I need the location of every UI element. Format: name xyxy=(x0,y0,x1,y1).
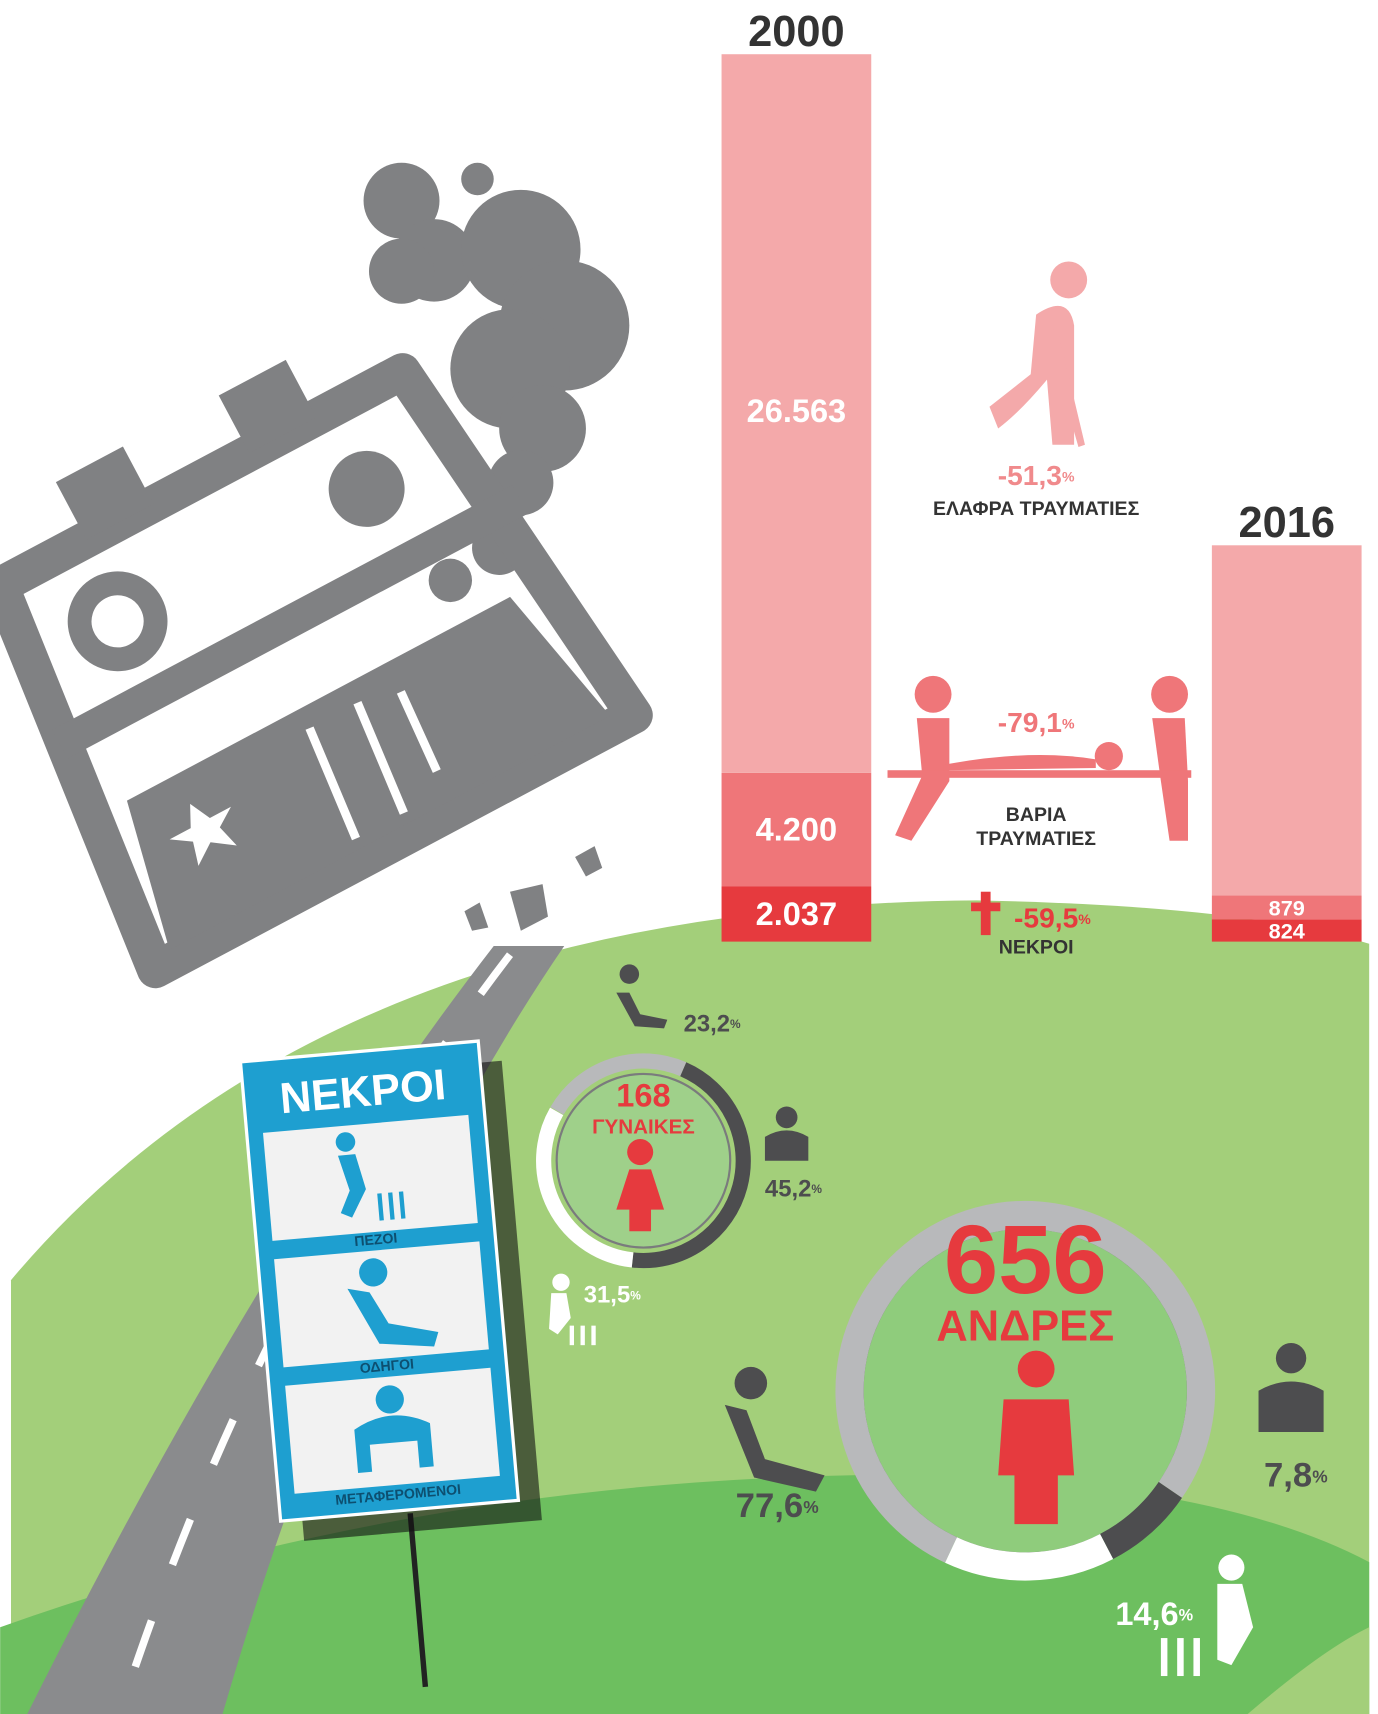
car xyxy=(0,353,653,989)
sign: ΝΕΚΡΟΙ ΠΕΖΟΙ ΟΔΗΓΟΙ ΜΕΤΑΦΕΡΟΜΕΝΟΙ xyxy=(238,1039,542,1541)
value-label: 879 xyxy=(1269,895,1305,920)
hill-edge xyxy=(1247,1627,1370,1714)
gender-icons xyxy=(616,1139,1075,1525)
value-label: 4.200 xyxy=(756,811,837,847)
bar-segment xyxy=(721,54,872,773)
bar-segment xyxy=(1211,919,1362,942)
gender-name: ΑΝΔΡΕΣ xyxy=(936,1302,1114,1350)
ring-segment xyxy=(550,1053,687,1115)
series-name: ΒΑΡΙΑ ΤΡΑΥΜΑΤΙΕΣ xyxy=(976,803,1096,850)
ring-segment xyxy=(631,1062,751,1269)
series-name: ΕΛΑΦΡΑ ΤΡΑΥΜΑΤΙΕΣ xyxy=(933,498,1140,520)
value-label: 2.037 xyxy=(756,896,837,932)
crutch-icon xyxy=(989,261,1088,447)
percent-label: -51,3% xyxy=(998,459,1075,491)
value-label: 12.946 xyxy=(1237,492,1337,528)
ring-segment xyxy=(945,1533,1114,1581)
bar-segment xyxy=(721,772,872,887)
stretcher-icon xyxy=(887,675,1192,841)
year-label: 2000 xyxy=(748,8,845,56)
pedestrian-icons xyxy=(549,1273,1254,1677)
gender-count: 168 xyxy=(616,1077,670,1113)
percent-label: -79,1% xyxy=(998,706,1075,738)
series-name-box: ΒΑΡΙΑ ΤΡΑΥΜΑΤΙΕΣ xyxy=(976,803,1096,850)
debris xyxy=(464,846,603,931)
ring-segment xyxy=(835,1200,1216,1563)
gender-name: ΓΥΝΑΙΚΕΣ xyxy=(592,1116,695,1139)
sign-item: ΠΕΖΟΙ xyxy=(354,1229,398,1249)
bar-segment xyxy=(1211,895,1362,920)
series-name: ΝΕΚΡΟΙ xyxy=(999,936,1074,958)
cross-icon xyxy=(971,891,1001,936)
ring-segment xyxy=(536,1107,634,1268)
share-icons xyxy=(616,964,1324,1492)
sign-item: ΟΔΗΓΟΙ xyxy=(359,1355,414,1376)
value-label: 824 xyxy=(1269,918,1305,943)
sign-post xyxy=(407,1513,429,1688)
bar-segment xyxy=(1211,545,1362,896)
value-label: 26.563 xyxy=(747,393,847,429)
gender-count: 656 xyxy=(944,1205,1107,1314)
smoke xyxy=(363,162,630,603)
year-label: 2016 xyxy=(1238,499,1335,547)
ring-segment xyxy=(1099,1481,1183,1560)
bar-segment xyxy=(721,886,872,942)
